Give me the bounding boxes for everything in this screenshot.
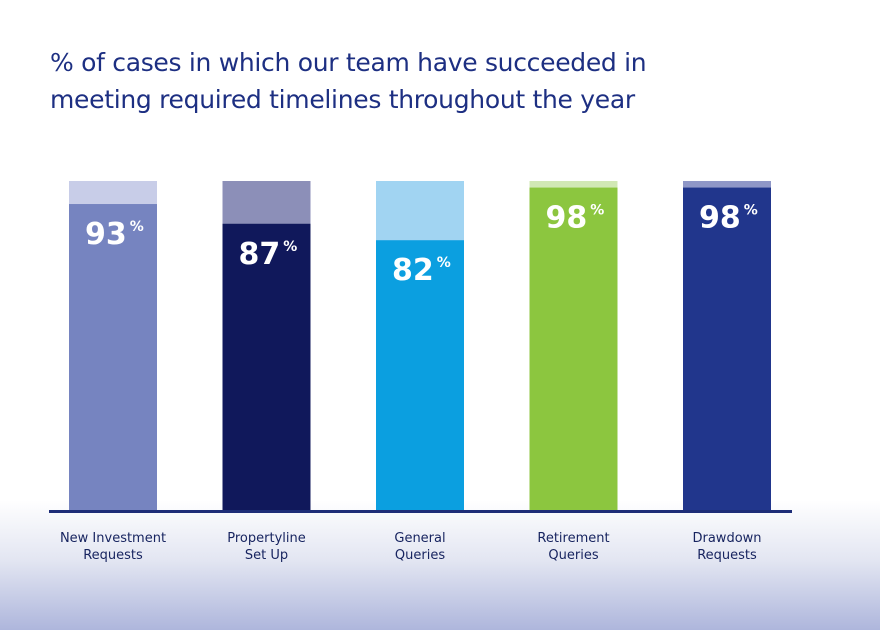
bar (222, 223, 311, 510)
data-label: 93% (85, 217, 144, 252)
data-label: 87% (239, 237, 298, 272)
bar (376, 240, 464, 510)
chart-title: % of cases in which our team have succee… (50, 48, 647, 114)
category-label: General Queries (394, 531, 445, 563)
data-label: 82% (392, 253, 451, 288)
category-label: Retirement Queries (537, 531, 609, 563)
bar (529, 187, 618, 510)
bar (69, 204, 157, 510)
data-label: 98% (699, 201, 758, 236)
category-label: New Investment Requests (60, 531, 166, 563)
x-axis-line (49, 510, 792, 513)
bar (683, 187, 771, 510)
data-label: 98% (546, 201, 605, 236)
category-label: Propertyline Set Up (227, 531, 305, 563)
category-label: Drawdown Requests (692, 531, 761, 563)
